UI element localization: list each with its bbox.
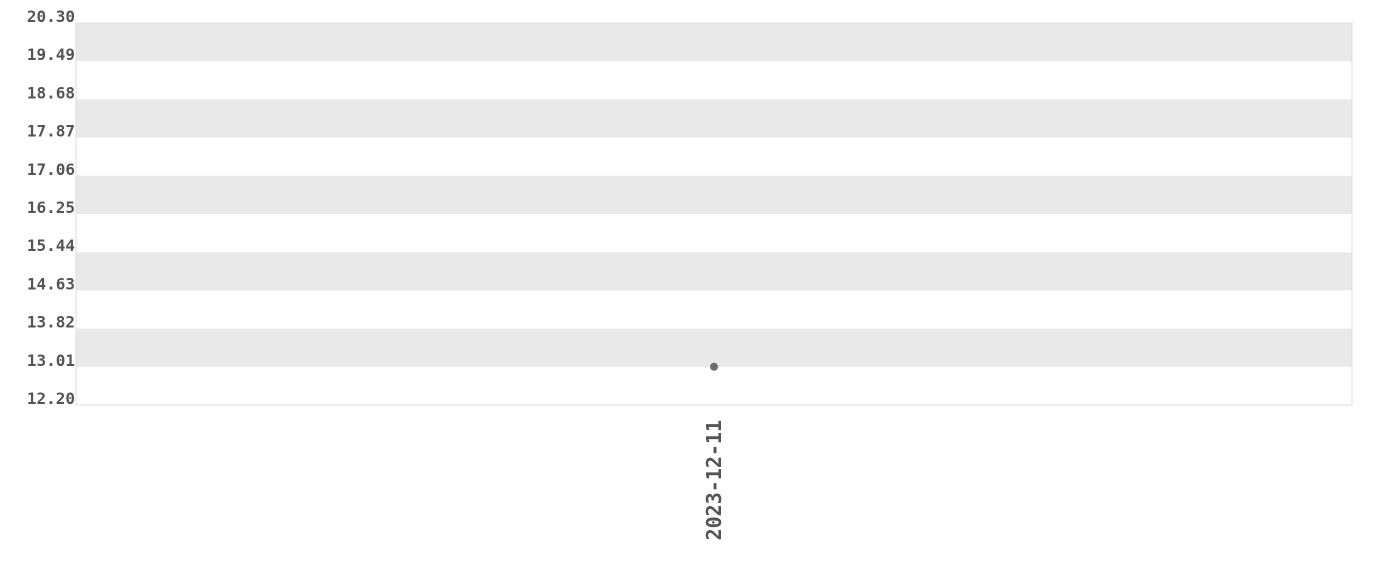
y-tick-label: 17.87 [27,122,75,141]
y-tick-label: 12.20 [27,389,75,408]
grid-band [76,328,1352,367]
data-point[interactable] [710,362,718,371]
x-tick-label: 2023-12-11 [702,420,726,540]
y-tick-label: 14.63 [27,274,75,293]
y-tick-label: 13.01 [27,351,75,370]
plot-border [75,22,1353,406]
y-tick-label: 13.82 [27,313,75,332]
y-tick-label: 16.25 [27,198,75,217]
y-tick-label: 20.30 [27,7,75,26]
y-tick-label: 15.44 [27,236,75,255]
x-axis: 2023-12-11 [702,420,726,540]
y-tick-label: 17.06 [27,160,75,179]
grid-band [76,23,1352,62]
grid-band [76,252,1352,291]
y-tick-label: 18.68 [27,83,75,102]
y-axis: 20.30 19.49 18.68 17.87 17.06 16.25 15.44 14.63… [27,7,75,408]
grid-band [76,99,1352,138]
grid-band [76,175,1352,214]
series [710,362,718,371]
y-tick-label: 19.49 [27,45,75,64]
grid-bands [76,23,1352,367]
